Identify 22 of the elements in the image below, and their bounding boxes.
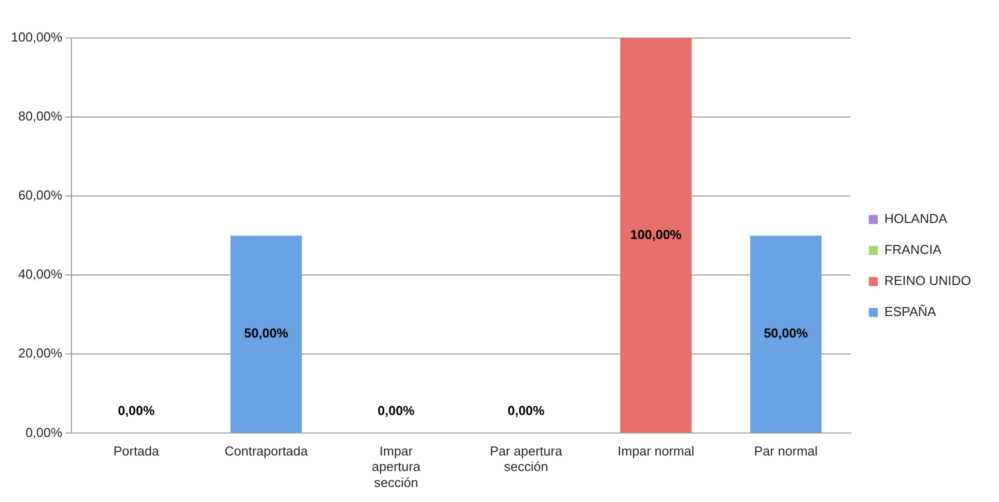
y-tick-label: 40,00% — [18, 266, 63, 282]
x-tick-label: Impar normal — [618, 444, 694, 459]
legend-label: HOLANDA — [884, 211, 948, 226]
y-tick-label: 20,00% — [18, 346, 63, 361]
data-label: 100,00% — [630, 226, 682, 242]
y-tick-label: 80,00% — [18, 108, 63, 124]
data-label: 0,00% — [508, 402, 545, 418]
x-tick-label: Contraportada — [224, 444, 309, 459]
data-label: 0,00% — [378, 402, 415, 418]
x-tick-label: Par apertura sección — [490, 444, 563, 474]
x-tick-label: Impar apertura sección — [372, 444, 422, 490]
x-tick-label: Par normal — [754, 444, 818, 459]
legend-label: REINO UNIDO — [884, 273, 971, 288]
data-label: 50,00% — [244, 326, 289, 341]
data-label: 50,00% — [764, 326, 808, 341]
legend-label: ESPAÑA — [884, 304, 936, 320]
legend-label: FRANCIA — [884, 242, 942, 258]
y-tick-label: 60,00% — [18, 188, 63, 203]
data-label: 0,00% — [118, 402, 156, 418]
y-tick-label: 0,00% — [25, 424, 63, 440]
y-tick-label: 100,00% — [10, 30, 63, 45]
x-tick-label: Portada — [114, 444, 160, 459]
